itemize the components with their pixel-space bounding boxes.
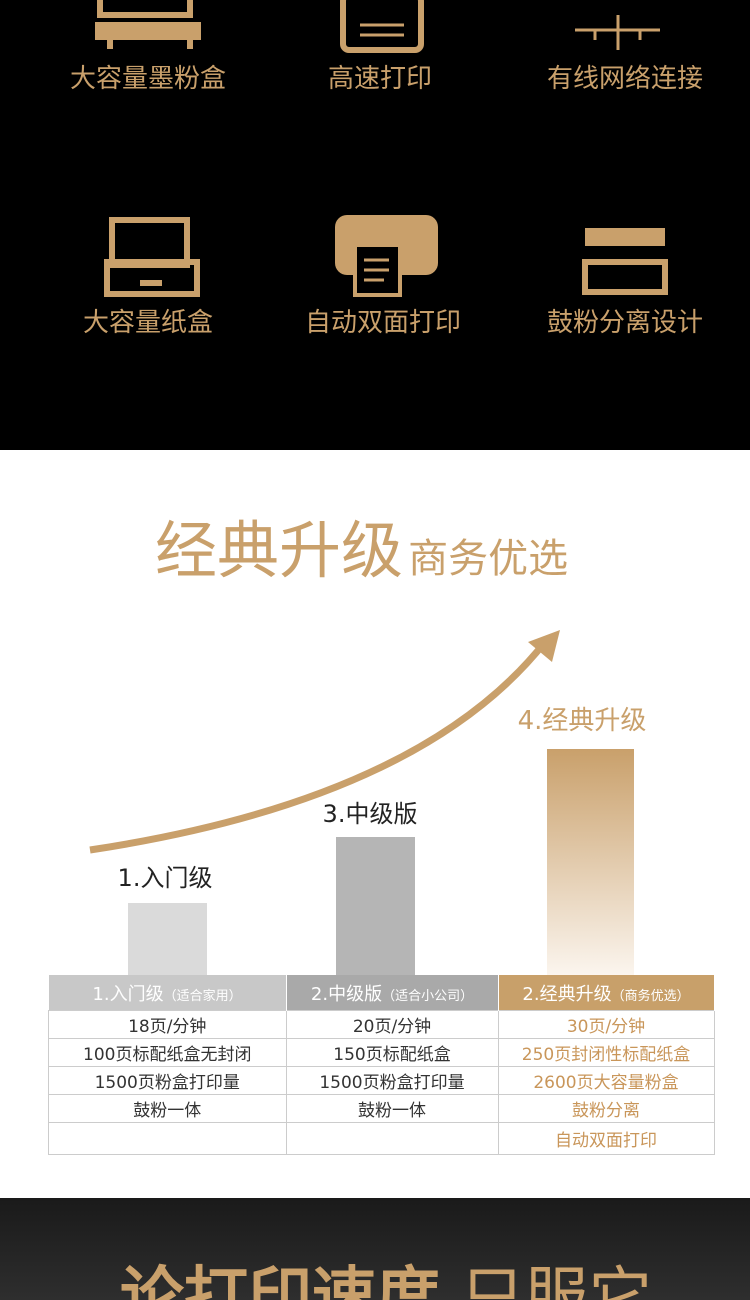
icon	[364, 258, 389, 282]
feature-icons	[95, 0, 668, 297]
icon	[107, 37, 193, 49]
heading-title: 经典升级	[155, 514, 404, 587]
features-panel: 大容量墨粉盒 高速打印 有线网络连接 大容量纸盒 自动双面打印 鼓粉分离设计	[0, 0, 750, 450]
section-heading: 经典升级 商务优选	[155, 500, 568, 590]
heading-subtitle: 商务优选	[408, 536, 569, 582]
level-label: 4.经典升级	[517, 706, 647, 736]
header-name: 1.入门级	[92, 983, 164, 1005]
bar	[128, 903, 207, 975]
feature-label: 大容量墨粉盒	[69, 64, 226, 94]
header-name: 2.中级版	[310, 983, 383, 1005]
banner-subtitle: 只服它	[460, 1261, 653, 1300]
table-row: 1500页粉盒打印量 1500页粉盒打印量 2600页大容量粉盒	[48, 1066, 715, 1095]
header-name: 2.经典升级	[522, 983, 612, 1005]
feature-label: 大容量纸盒	[82, 308, 213, 338]
icon	[104, 259, 200, 297]
icon	[109, 217, 190, 268]
table-cell: 鼓粉一体	[285, 1094, 499, 1123]
feature-label: 鼓粉分离设计	[546, 308, 703, 338]
table-cell: 自动双面打印	[497, 1122, 715, 1155]
banner: 论打印速度 只服它	[0, 1198, 750, 1300]
table-cell: 150页标配纸盒	[285, 1038, 499, 1067]
icon	[575, 15, 660, 50]
level-label: 3.中级版	[322, 800, 418, 828]
table-cell	[285, 1122, 499, 1155]
table-cell: 100页标配纸盒无封闭	[48, 1038, 287, 1067]
header-cell: 2.经典升级（商务优选）	[498, 975, 715, 1011]
table-cell: 30页/分钟	[497, 1010, 715, 1039]
feature-label: 自动双面打印	[304, 308, 461, 338]
comparison-table: 1.入门级（适合家用） 2.中级版（适合小公司） 2.经典升级（商务优选） 18页/分…	[48, 975, 715, 1155]
icon	[360, 23, 404, 37]
icon	[585, 228, 665, 246]
table-cell: 20页/分钟	[285, 1010, 499, 1039]
table-cell: 1500页粉盒打印量	[285, 1066, 499, 1095]
icon	[95, 22, 201, 40]
bar	[336, 837, 415, 975]
table-cell	[48, 1122, 287, 1155]
bar	[547, 749, 634, 975]
header-note: （适合家用）	[163, 988, 242, 1004]
banner-text: 论打印速度 只服它	[120, 1246, 652, 1300]
header-note: （商务优选）	[611, 988, 690, 1004]
table-row: 自动双面打印	[48, 1122, 715, 1155]
table-cell: 1500页粉盒打印量	[48, 1066, 287, 1095]
table-cell: 鼓粉一体	[48, 1094, 287, 1123]
banner-title: 论打印速度	[120, 1261, 440, 1300]
icon	[340, 0, 424, 53]
table-cell: 2600页大容量粉盒	[497, 1066, 715, 1095]
header-cell: 2.中级版（适合小公司）	[286, 975, 499, 1011]
level-label: 1.入门级	[117, 864, 213, 892]
feature-label: 有线网络连接	[546, 64, 703, 94]
feature-label: 高速打印	[327, 64, 432, 94]
icon	[582, 259, 668, 295]
upgrade-graphic	[89, 630, 634, 975]
table-cell: 250页封闭性标配纸盒	[497, 1038, 715, 1067]
table-row: 18页/分钟 20页/分钟 30页/分钟	[48, 1010, 715, 1039]
arrow-head	[528, 630, 560, 662]
table-cell: 18页/分钟	[48, 1010, 287, 1039]
header-note: （适合小公司）	[382, 988, 474, 1004]
header-row: 1.入门级（适合家用） 2.中级版（适合小公司） 2.经典升级（商务优选）	[48, 975, 715, 1011]
arrow	[89, 639, 548, 854]
table-cell: 鼓粉分离	[497, 1094, 715, 1123]
header-cell: 1.入门级（适合家用）	[48, 975, 287, 1011]
icon	[97, 0, 193, 18]
table-row: 鼓粉一体 鼓粉一体 鼓粉分离	[48, 1094, 715, 1123]
table-row: 100页标配纸盒无封闭 150页标配纸盒 250页封闭性标配纸盒	[48, 1038, 715, 1067]
